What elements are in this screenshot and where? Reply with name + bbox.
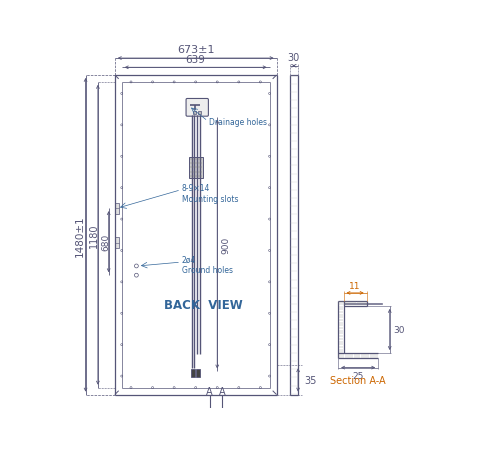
- Text: BACK  VIEW: BACK VIEW: [164, 298, 243, 311]
- Text: 30: 30: [393, 325, 405, 334]
- Bar: [196, 369, 200, 377]
- Text: 900: 900: [222, 236, 231, 253]
- FancyBboxPatch shape: [186, 99, 208, 117]
- Bar: [115, 203, 119, 214]
- Bar: [191, 369, 195, 377]
- Bar: [194, 112, 196, 115]
- Text: A: A: [206, 386, 213, 396]
- Text: 35: 35: [304, 375, 317, 385]
- Bar: [198, 112, 201, 115]
- Text: 2ø4
Ground holes: 2ø4 Ground holes: [182, 255, 233, 275]
- Text: 673±1: 673±1: [177, 45, 215, 55]
- Text: 30: 30: [287, 53, 299, 63]
- Text: 8-9×14
Mounting slots: 8-9×14 Mounting slots: [182, 183, 238, 203]
- Text: 1480±1: 1480±1: [75, 214, 85, 256]
- Text: Drainage holes: Drainage holes: [209, 118, 267, 126]
- Bar: [115, 238, 119, 249]
- Text: Section A-A: Section A-A: [330, 375, 386, 386]
- Text: 1180: 1180: [89, 223, 99, 247]
- Text: 639: 639: [186, 55, 206, 65]
- Text: 11: 11: [349, 281, 361, 290]
- Text: 25: 25: [352, 371, 364, 380]
- Text: 680: 680: [101, 234, 110, 251]
- Text: A: A: [219, 386, 225, 396]
- Bar: [189, 157, 203, 179]
